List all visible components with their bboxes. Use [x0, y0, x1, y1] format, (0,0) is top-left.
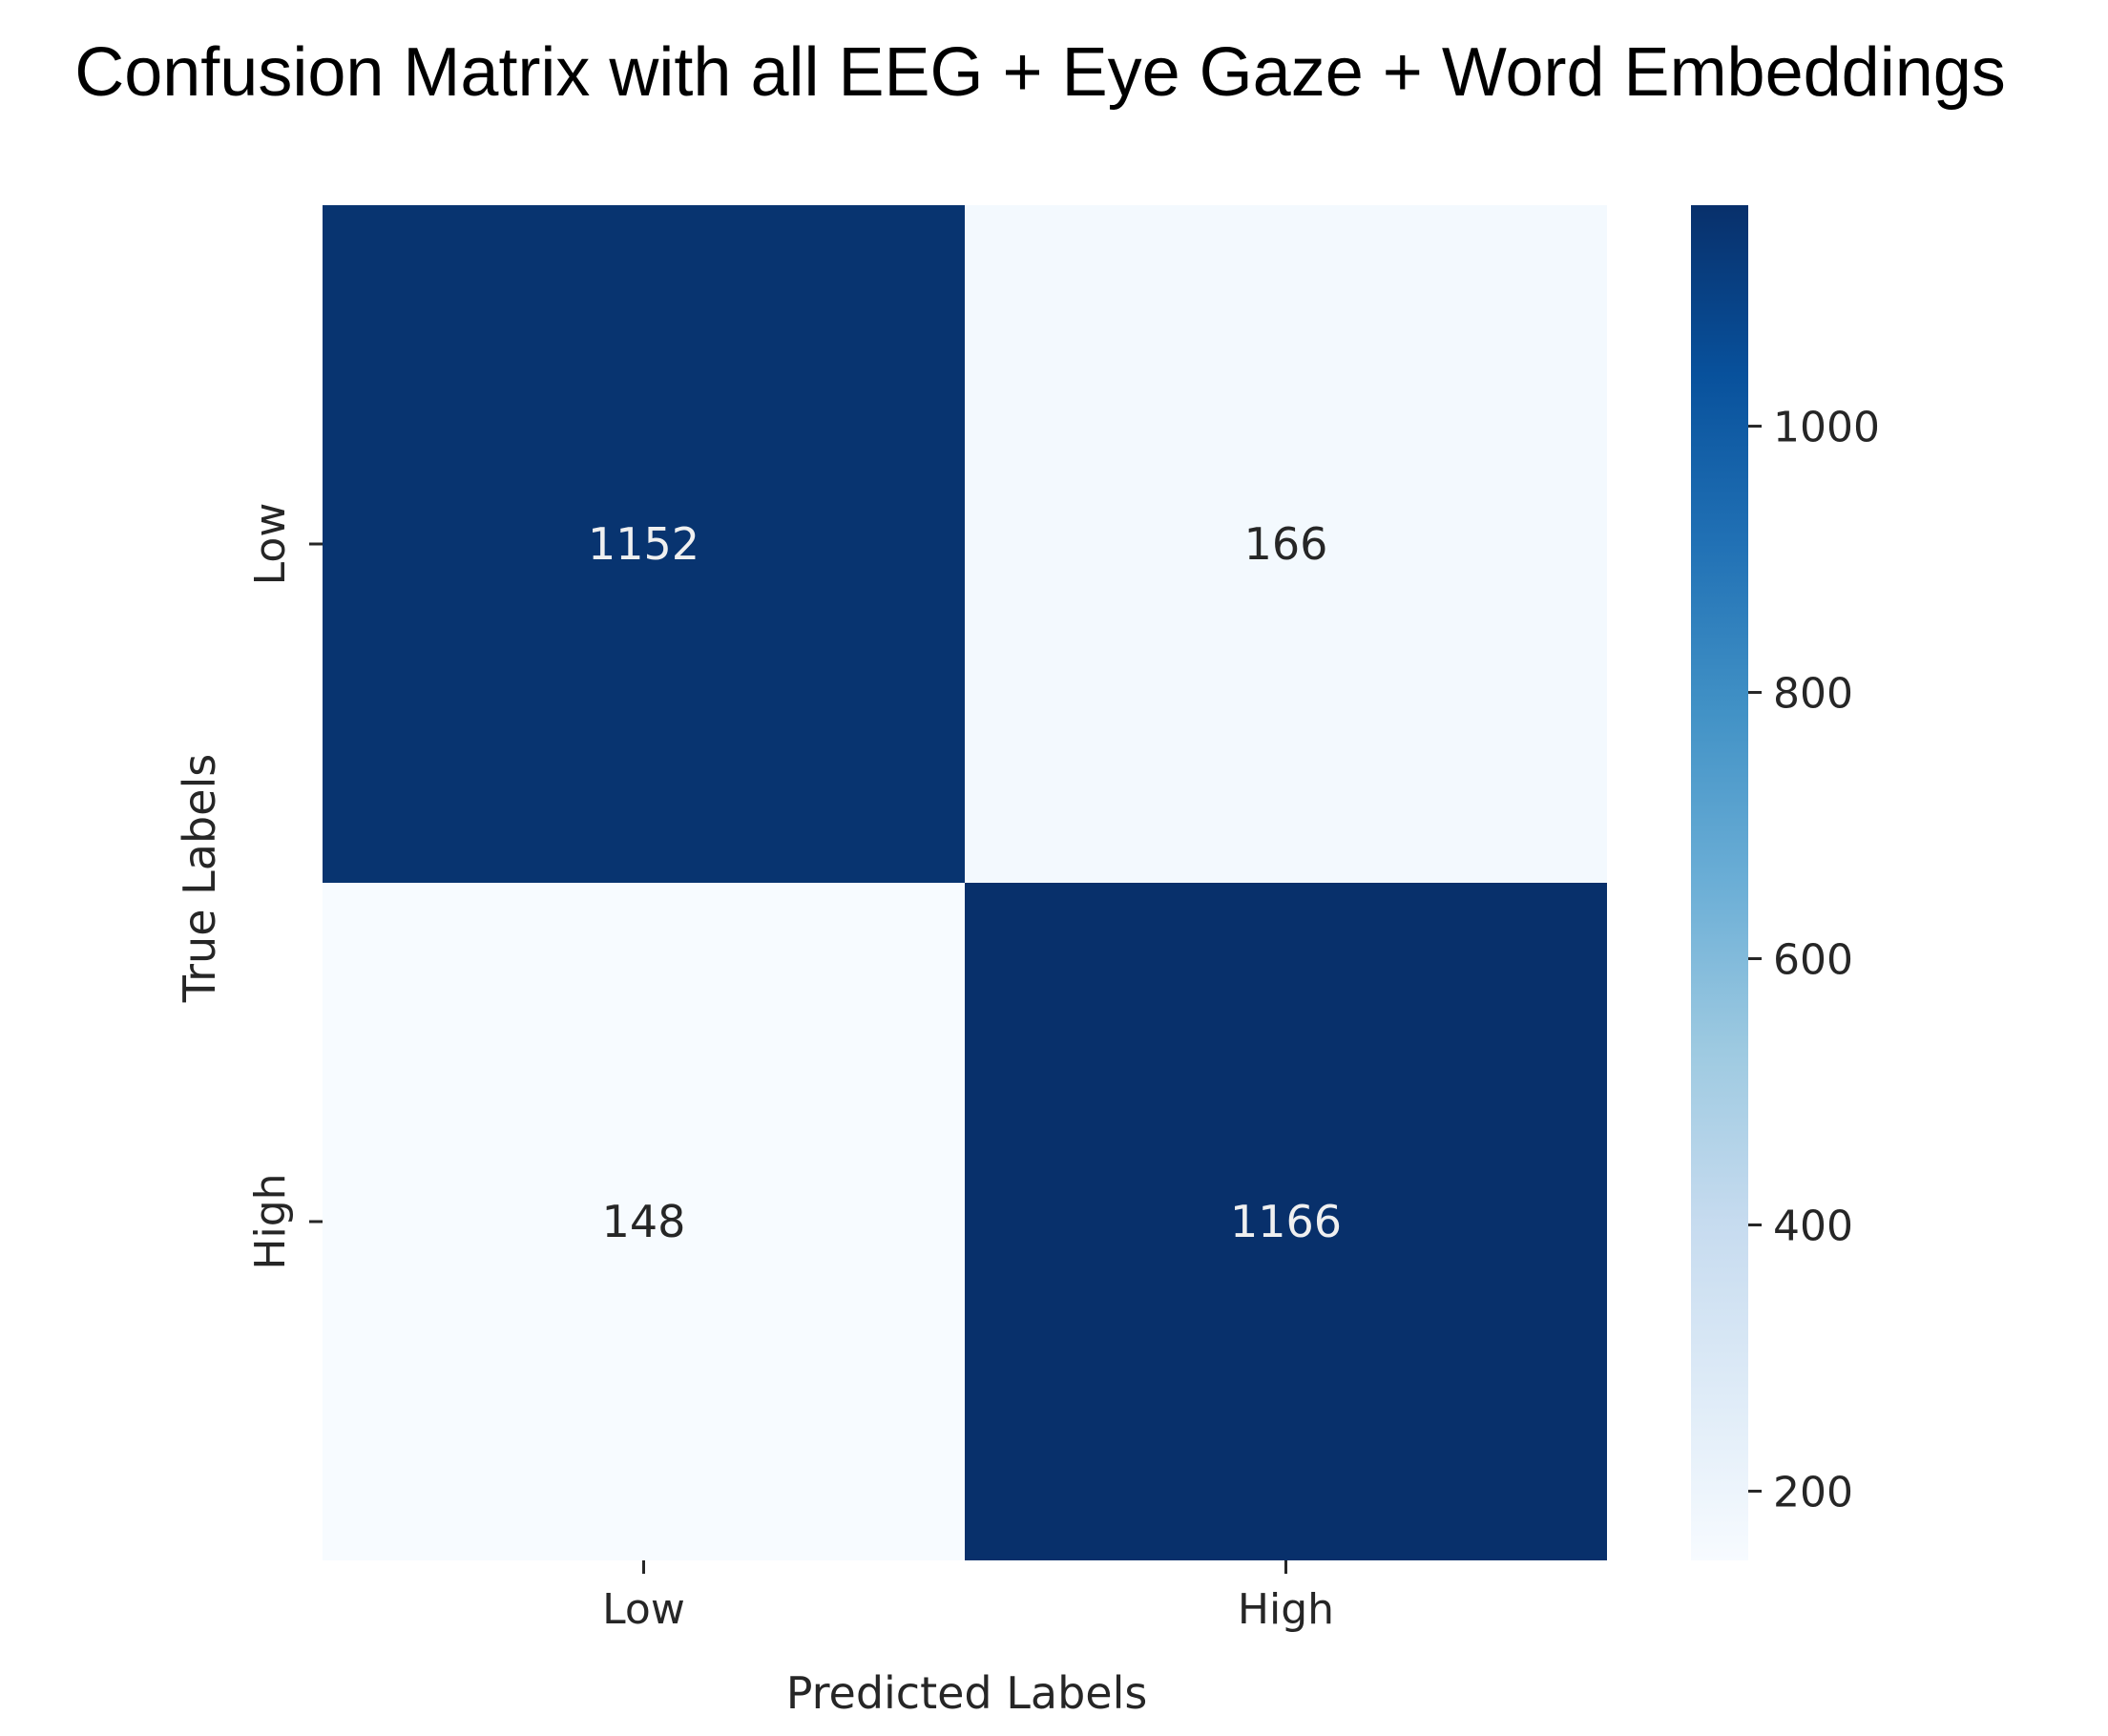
y-tick-label: High [246, 1173, 295, 1269]
cell-value-label: 1152 [588, 518, 699, 570]
x-tick-label: High [1238, 1585, 1334, 1634]
colorbar-ticks: 200 400 600 800 1000 [1748, 404, 1880, 1516]
heatmap-cell [965, 205, 1607, 883]
heatmap-cell-labels: 1152 166 148 1166 [588, 518, 1342, 1247]
y-tick-label: Low [246, 503, 295, 586]
colorbar [1691, 205, 1748, 1560]
x-axis-ticks: Low High [602, 1560, 1334, 1634]
heatmap-cell [323, 883, 965, 1560]
cell-value-label: 1166 [1230, 1196, 1342, 1247]
colorbar-tick-label: 400 [1773, 1202, 1853, 1250]
heatmap-cell [965, 883, 1607, 1560]
colorbar-tick-label: 200 [1773, 1468, 1853, 1516]
y-axis-label: True Labels [174, 754, 225, 1003]
colorbar-tick-label: 600 [1773, 936, 1853, 985]
y-axis-ticks: Low High [246, 503, 323, 1270]
cell-value-label: 166 [1244, 518, 1328, 570]
x-tick-label: Low [602, 1585, 685, 1634]
colorbar-tick-label: 1000 [1773, 404, 1880, 452]
heatmap-cells [323, 205, 1607, 1560]
colorbar-tick-label: 800 [1773, 670, 1853, 719]
chart-title: Confusion Matrix with all EEG + Eye Gaze… [74, 34, 2006, 111]
heatmap-cell [323, 205, 965, 883]
x-axis-label: Predicted Labels [786, 1667, 1148, 1719]
cell-value-label: 148 [602, 1196, 686, 1247]
